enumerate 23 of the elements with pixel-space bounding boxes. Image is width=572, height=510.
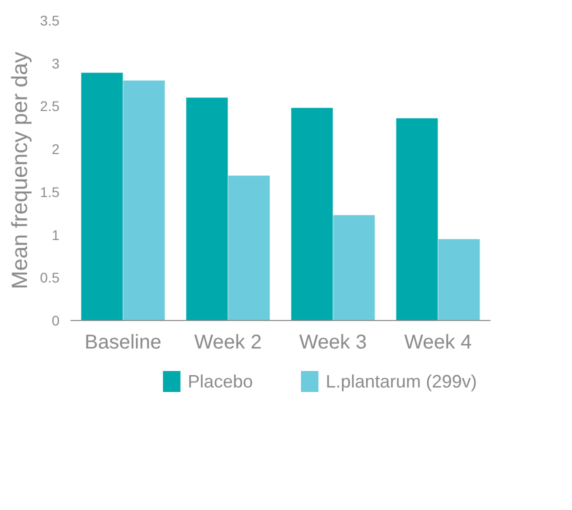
legend-label: L.plantarum (299v) <box>326 372 477 392</box>
bar <box>228 176 270 320</box>
y-tick-label: 1 <box>52 226 60 243</box>
bar <box>123 80 165 320</box>
x-tick-label: Week 2 <box>194 332 262 354</box>
y-tick-label: 0.5 <box>40 270 60 286</box>
y-tick-label: 3.5 <box>40 12 60 28</box>
y-tick-label: 2 <box>52 141 60 158</box>
legend-label: Placebo <box>188 372 253 392</box>
bar <box>333 215 375 320</box>
bar <box>81 72 123 320</box>
y-tick-label: 3 <box>52 55 60 72</box>
y-tick-label: 0 <box>52 312 60 328</box>
x-tick-label: Week 4 <box>404 332 472 354</box>
x-tick-label: Week 3 <box>299 332 367 354</box>
bar <box>186 98 228 320</box>
bar <box>438 239 480 320</box>
bar <box>396 118 438 320</box>
y-tick-label: 2.5 <box>40 98 60 114</box>
x-tick-label: Baseline <box>84 332 162 354</box>
y-axis-title: Mean frequency per day <box>7 52 32 290</box>
y-tick-label: 1.5 <box>40 184 60 200</box>
bar <box>291 108 333 320</box>
